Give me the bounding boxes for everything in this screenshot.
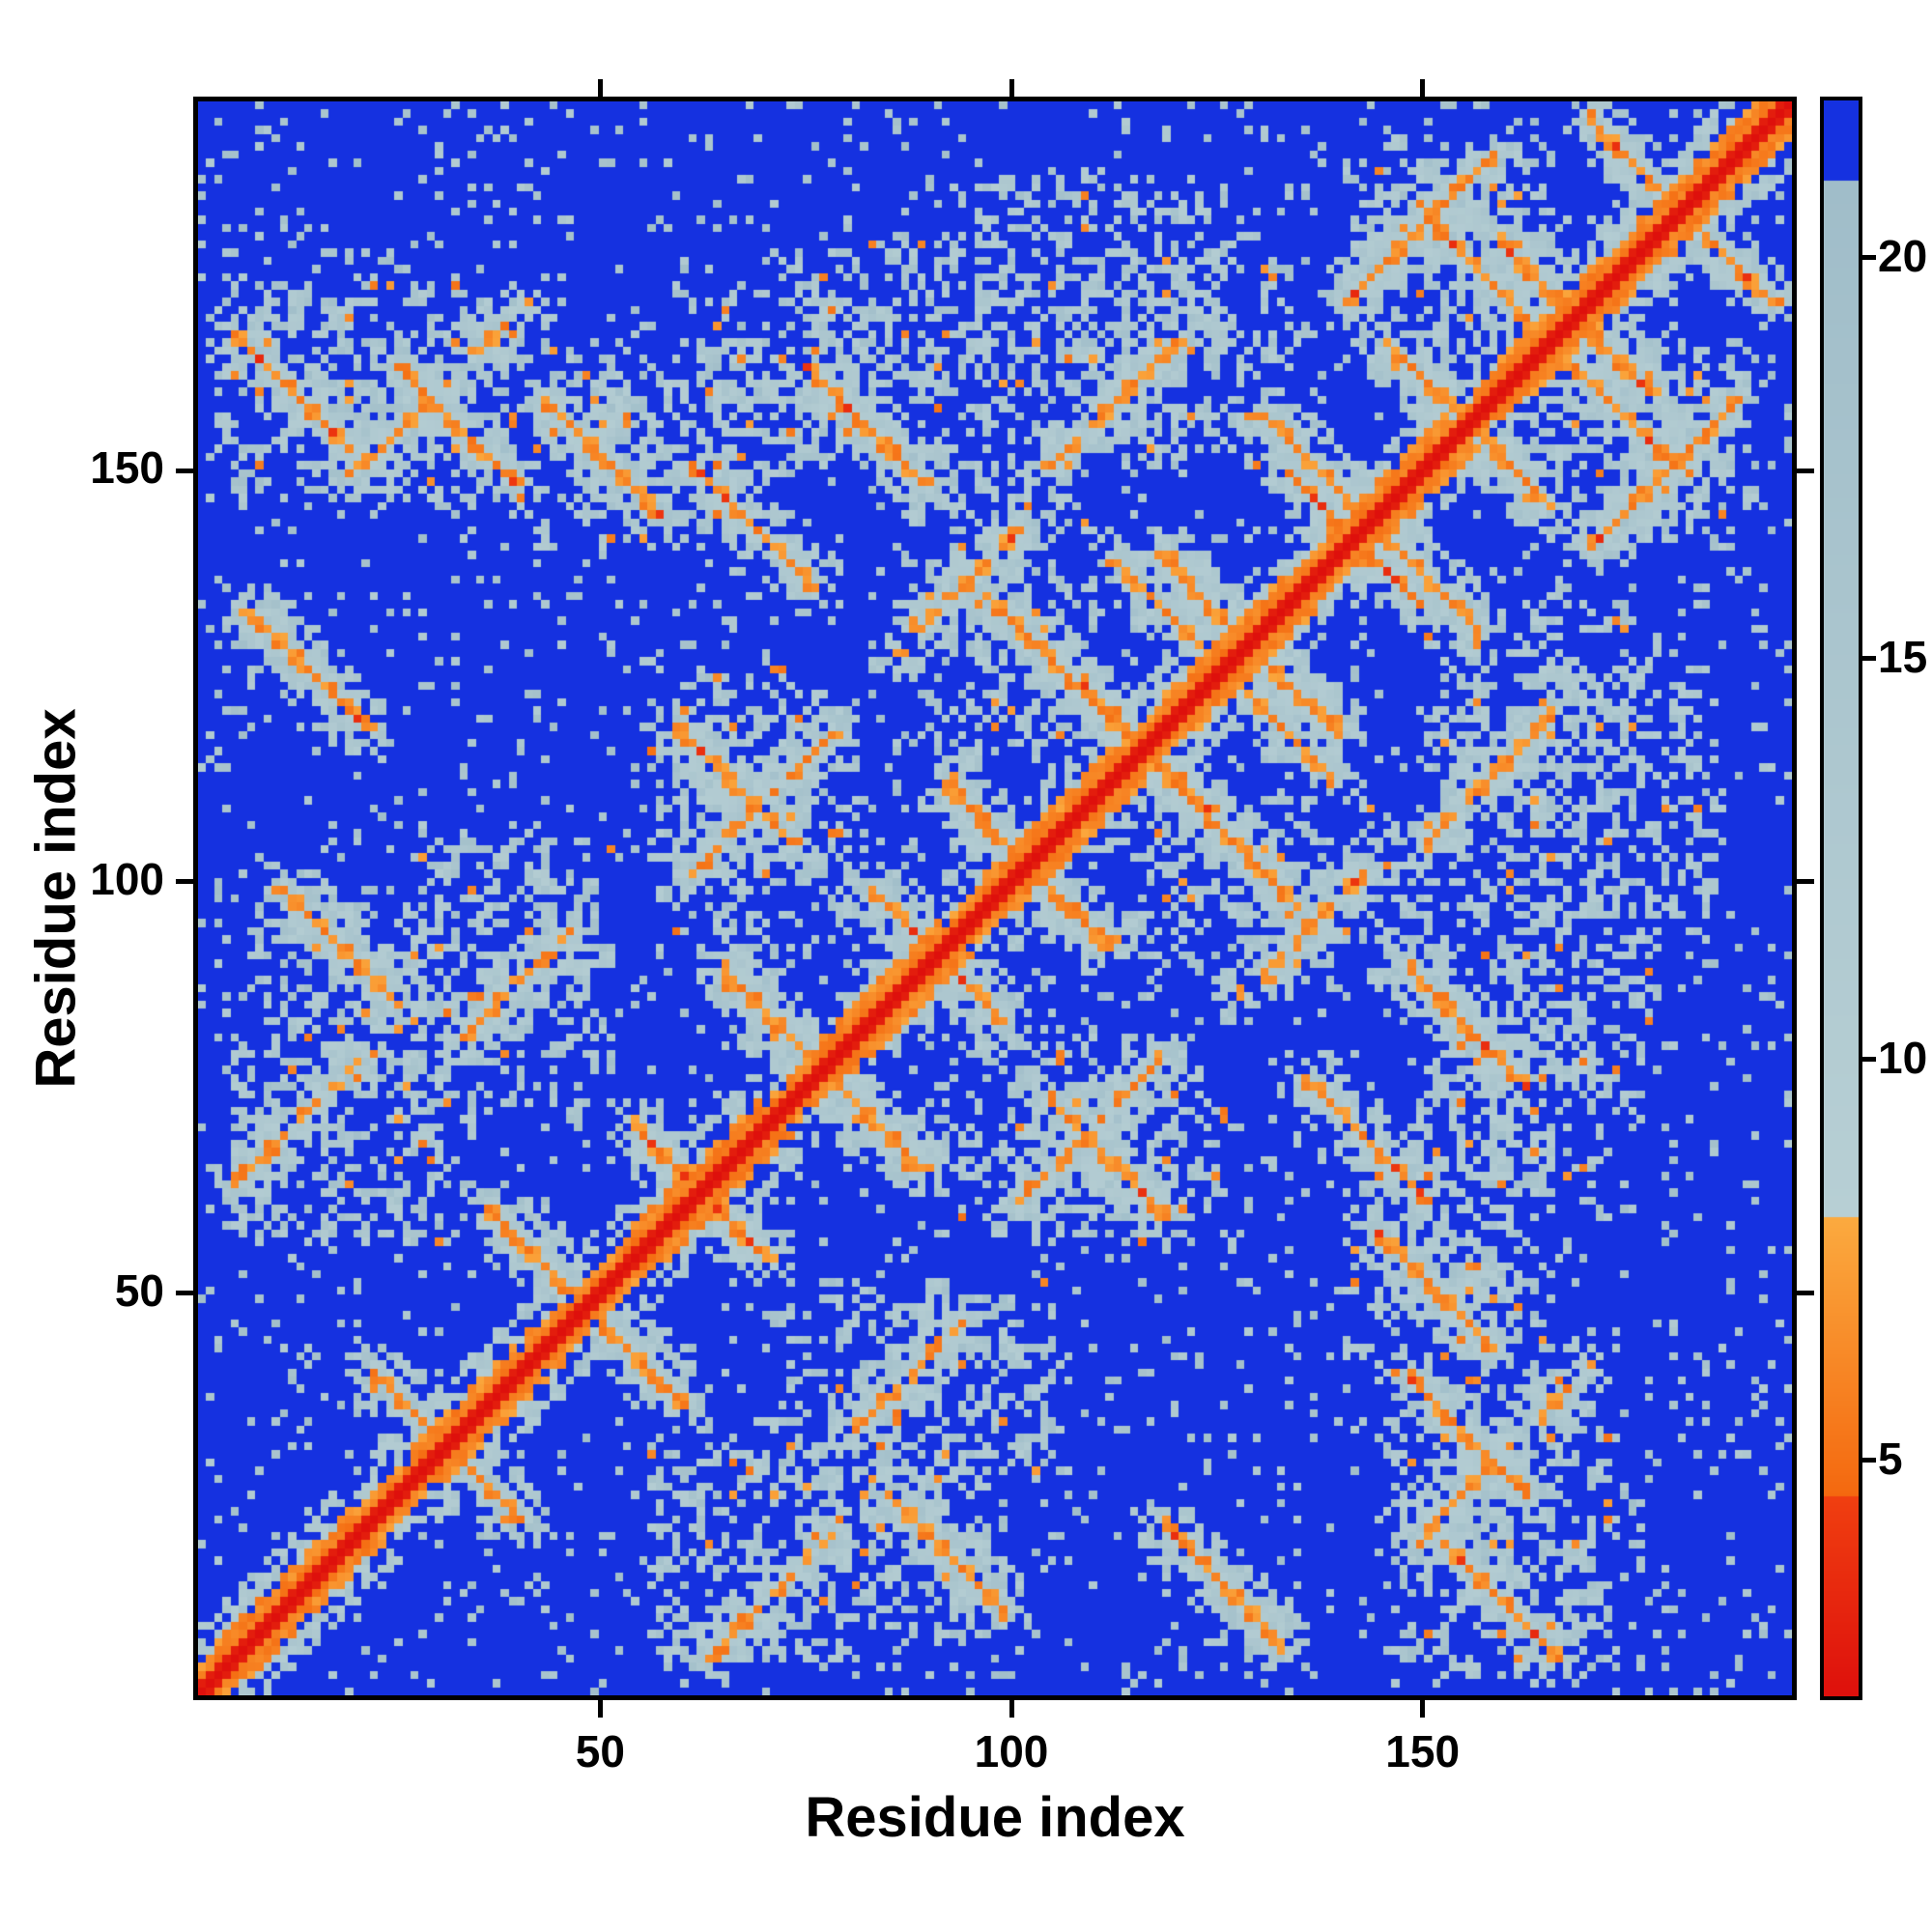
colorbar-tick-mark [1862, 1457, 1876, 1463]
x-tick-label: 150 [1385, 1726, 1461, 1776]
x-tick-label: 50 [575, 1726, 625, 1776]
colorbar-tick-mark [1862, 254, 1876, 260]
x-tick-mark-top [1009, 79, 1014, 97]
x-tick-mark [1420, 1700, 1426, 1718]
x-tick-label: 100 [974, 1726, 1049, 1776]
y-tick-mark-right [1797, 879, 1814, 885]
heatmap-plot [193, 97, 1797, 1700]
y-tick-label: 50 [114, 1264, 164, 1316]
x-tick-mark-top [1420, 79, 1426, 97]
y-tick-label: 100 [90, 853, 164, 904]
y-tick-mark [176, 468, 193, 473]
colorbar-tick-label: 15 [1878, 632, 1928, 682]
colorbar-canvas [1824, 100, 1859, 1696]
colorbar-tick-label: 10 [1878, 1033, 1928, 1083]
colorbar-tick-label: 5 [1878, 1434, 1903, 1484]
x-tick-mark-top [597, 79, 603, 97]
colorbar [1820, 97, 1862, 1700]
y-tick-mark-right [1797, 1291, 1814, 1296]
x-axis-label: Residue index [805, 1786, 1185, 1849]
y-tick-mark [176, 1291, 193, 1296]
y-tick-mark-right [1797, 468, 1814, 473]
colorbar-tick-mark [1862, 655, 1876, 661]
x-tick-mark [1009, 1700, 1014, 1718]
contact-map-canvas [198, 101, 1792, 1695]
y-tick-mark [176, 879, 193, 885]
colorbar-tick-label: 20 [1878, 231, 1928, 281]
colorbar-tick-mark [1862, 1056, 1876, 1062]
y-tick-label: 150 [90, 442, 164, 494]
x-tick-mark [597, 1700, 603, 1718]
